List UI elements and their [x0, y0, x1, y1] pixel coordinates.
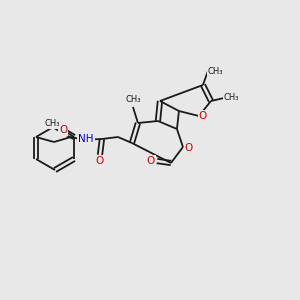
Text: O: O — [185, 143, 193, 153]
Text: NH: NH — [78, 134, 94, 144]
Text: O: O — [147, 156, 155, 166]
Text: CH₃: CH₃ — [44, 119, 60, 128]
Text: CH₃: CH₃ — [125, 95, 141, 104]
Text: O: O — [59, 125, 67, 135]
Text: CH₃: CH₃ — [207, 67, 223, 76]
Text: O: O — [199, 111, 207, 121]
Text: CH₃: CH₃ — [223, 94, 239, 103]
Text: O: O — [96, 156, 104, 166]
